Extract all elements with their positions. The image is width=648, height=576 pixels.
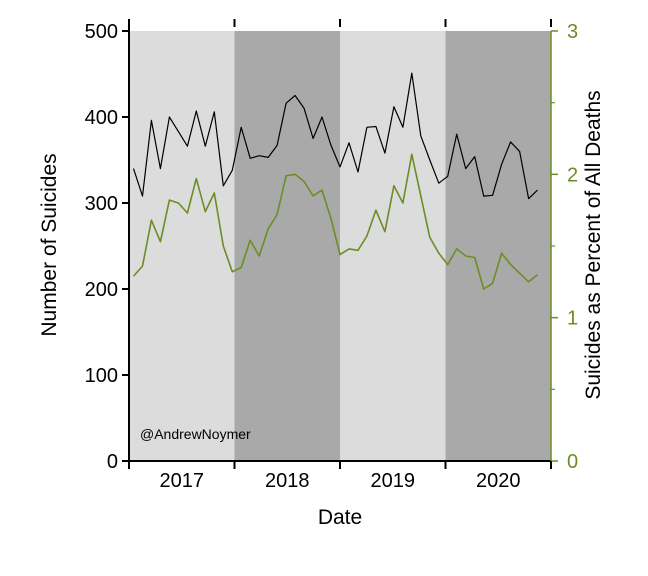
y2-tick-label-1: 1 xyxy=(567,308,578,330)
y2-tick-label-3: 3 xyxy=(567,21,578,43)
credit-label: @AndrewNoymer xyxy=(140,426,251,442)
year-band-2018 xyxy=(234,31,340,461)
axes: 0 100 200 300 400 500 0 1 2 3 2017 2018 2019 2020 xyxy=(85,19,578,492)
y2-tick-label-2: 2 xyxy=(567,164,578,186)
y-tick-label-500: 500 xyxy=(85,21,118,43)
y-tick-label-200: 200 xyxy=(85,279,118,301)
x-axis-label: Date xyxy=(318,506,362,529)
x-tick-label-2020: 2020 xyxy=(476,470,521,492)
year-band-2019 xyxy=(340,31,446,461)
series-line-percent xyxy=(132,153,538,290)
y-axis-label-left: Number of Suicides xyxy=(38,153,61,336)
year-band-2020 xyxy=(445,31,551,461)
y-tick-label-300: 300 xyxy=(85,193,118,215)
x-tick-label-2018: 2018 xyxy=(265,470,310,492)
year-bands xyxy=(129,31,551,461)
x-tick-label-2017: 2017 xyxy=(160,470,205,492)
y2-tick-label-0: 0 xyxy=(567,451,578,473)
series-lines xyxy=(132,72,538,290)
y-tick-label-100: 100 xyxy=(85,365,118,387)
series-line-suicides xyxy=(132,72,538,200)
year-band-2017 xyxy=(129,31,235,461)
y-tick-label-0: 0 xyxy=(107,451,118,473)
y-tick-label-400: 400 xyxy=(85,107,118,129)
y-axis-label-right: Suicides as Percent of All Deaths xyxy=(582,90,605,399)
x-tick-label-2019: 2019 xyxy=(371,470,416,492)
